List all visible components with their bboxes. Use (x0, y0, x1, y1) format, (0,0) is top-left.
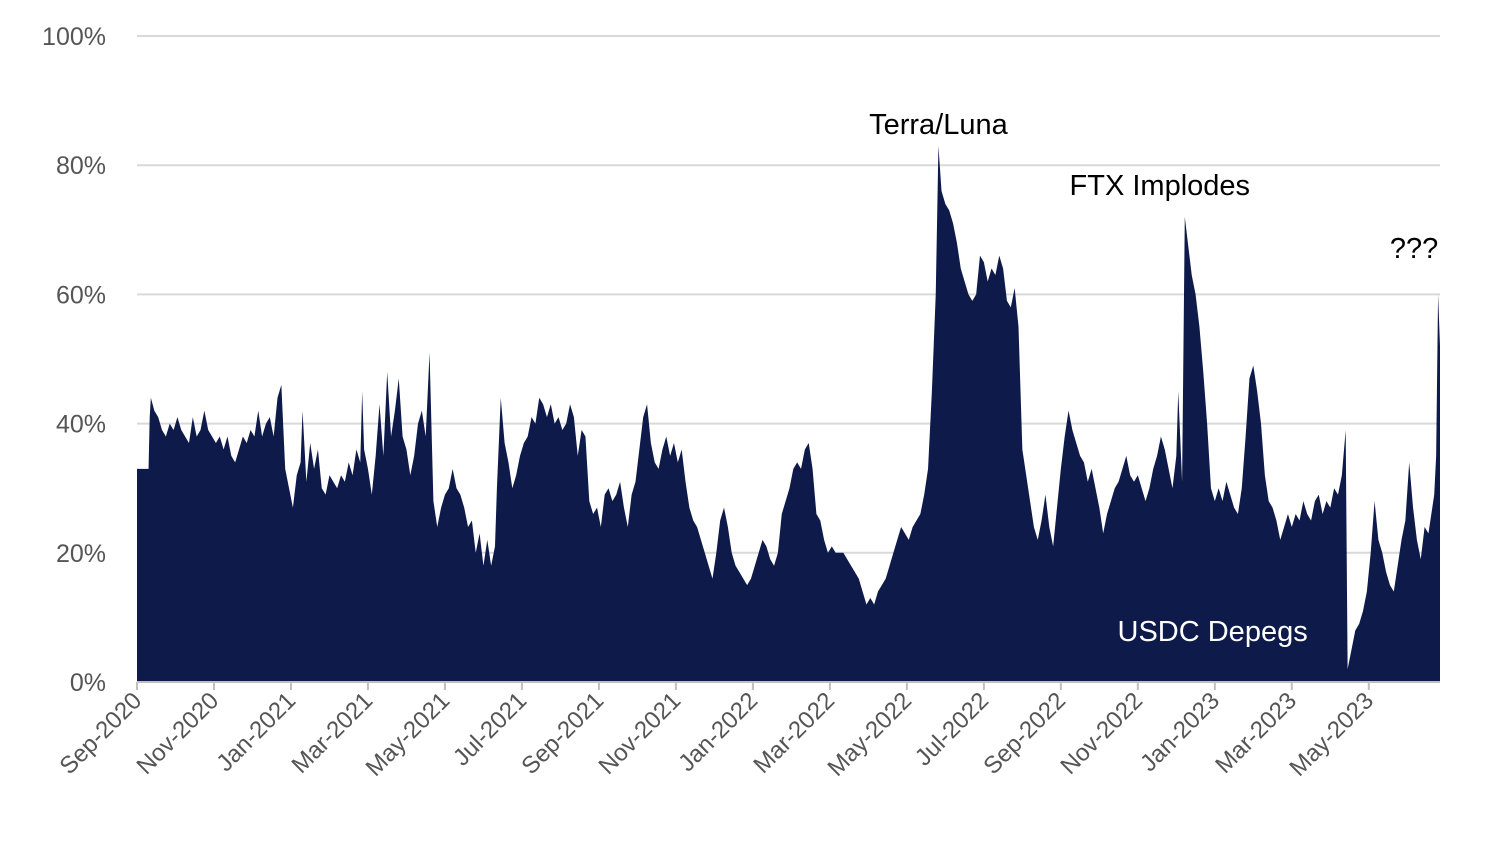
x-tick-label: Sep-2021 (516, 687, 609, 780)
annotation-label: ??? (1390, 233, 1438, 265)
x-axis-ticks: Sep-2020Nov-2020Jan-2021Mar-2021May-2021… (55, 682, 1379, 782)
y-axis-ticks: 0% 20% 40% 60% 80% 100% (42, 23, 106, 697)
x-tick-label: May-2023 (1284, 687, 1379, 782)
x-tick-label: Sep-2022 (978, 687, 1071, 780)
annotation-label: Terra/Luna (869, 109, 1009, 141)
annotations: Terra/Luna FTX Implodes??? USDC Depegs (869, 109, 1438, 648)
y-tick-label: 20% (56, 540, 106, 568)
x-tick-label: May-2021 (361, 687, 456, 782)
x-tick-label: Nov-2020 (132, 687, 225, 780)
x-tick-label: May-2022 (823, 687, 918, 782)
annotation-label: USDC Depegs (1118, 616, 1308, 648)
y-tick-label: 0% (70, 669, 106, 697)
x-tick-label: Nov-2022 (1055, 687, 1148, 780)
area-series (137, 145, 1440, 682)
x-tick-label: Sep-2020 (55, 687, 148, 780)
y-tick-label: 100% (42, 23, 106, 51)
annotation-label: FTX Implodes (1070, 170, 1251, 202)
x-tick-label: Jan-2021 (211, 687, 301, 777)
y-tick-label: 60% (56, 281, 106, 309)
x-tick-label: Nov-2021 (593, 687, 686, 780)
y-tick-label: 40% (56, 411, 106, 439)
x-tick-label: Jan-2023 (1135, 687, 1225, 777)
x-tick-label: Jan-2022 (673, 687, 763, 777)
y-tick-label: 80% (56, 152, 106, 180)
